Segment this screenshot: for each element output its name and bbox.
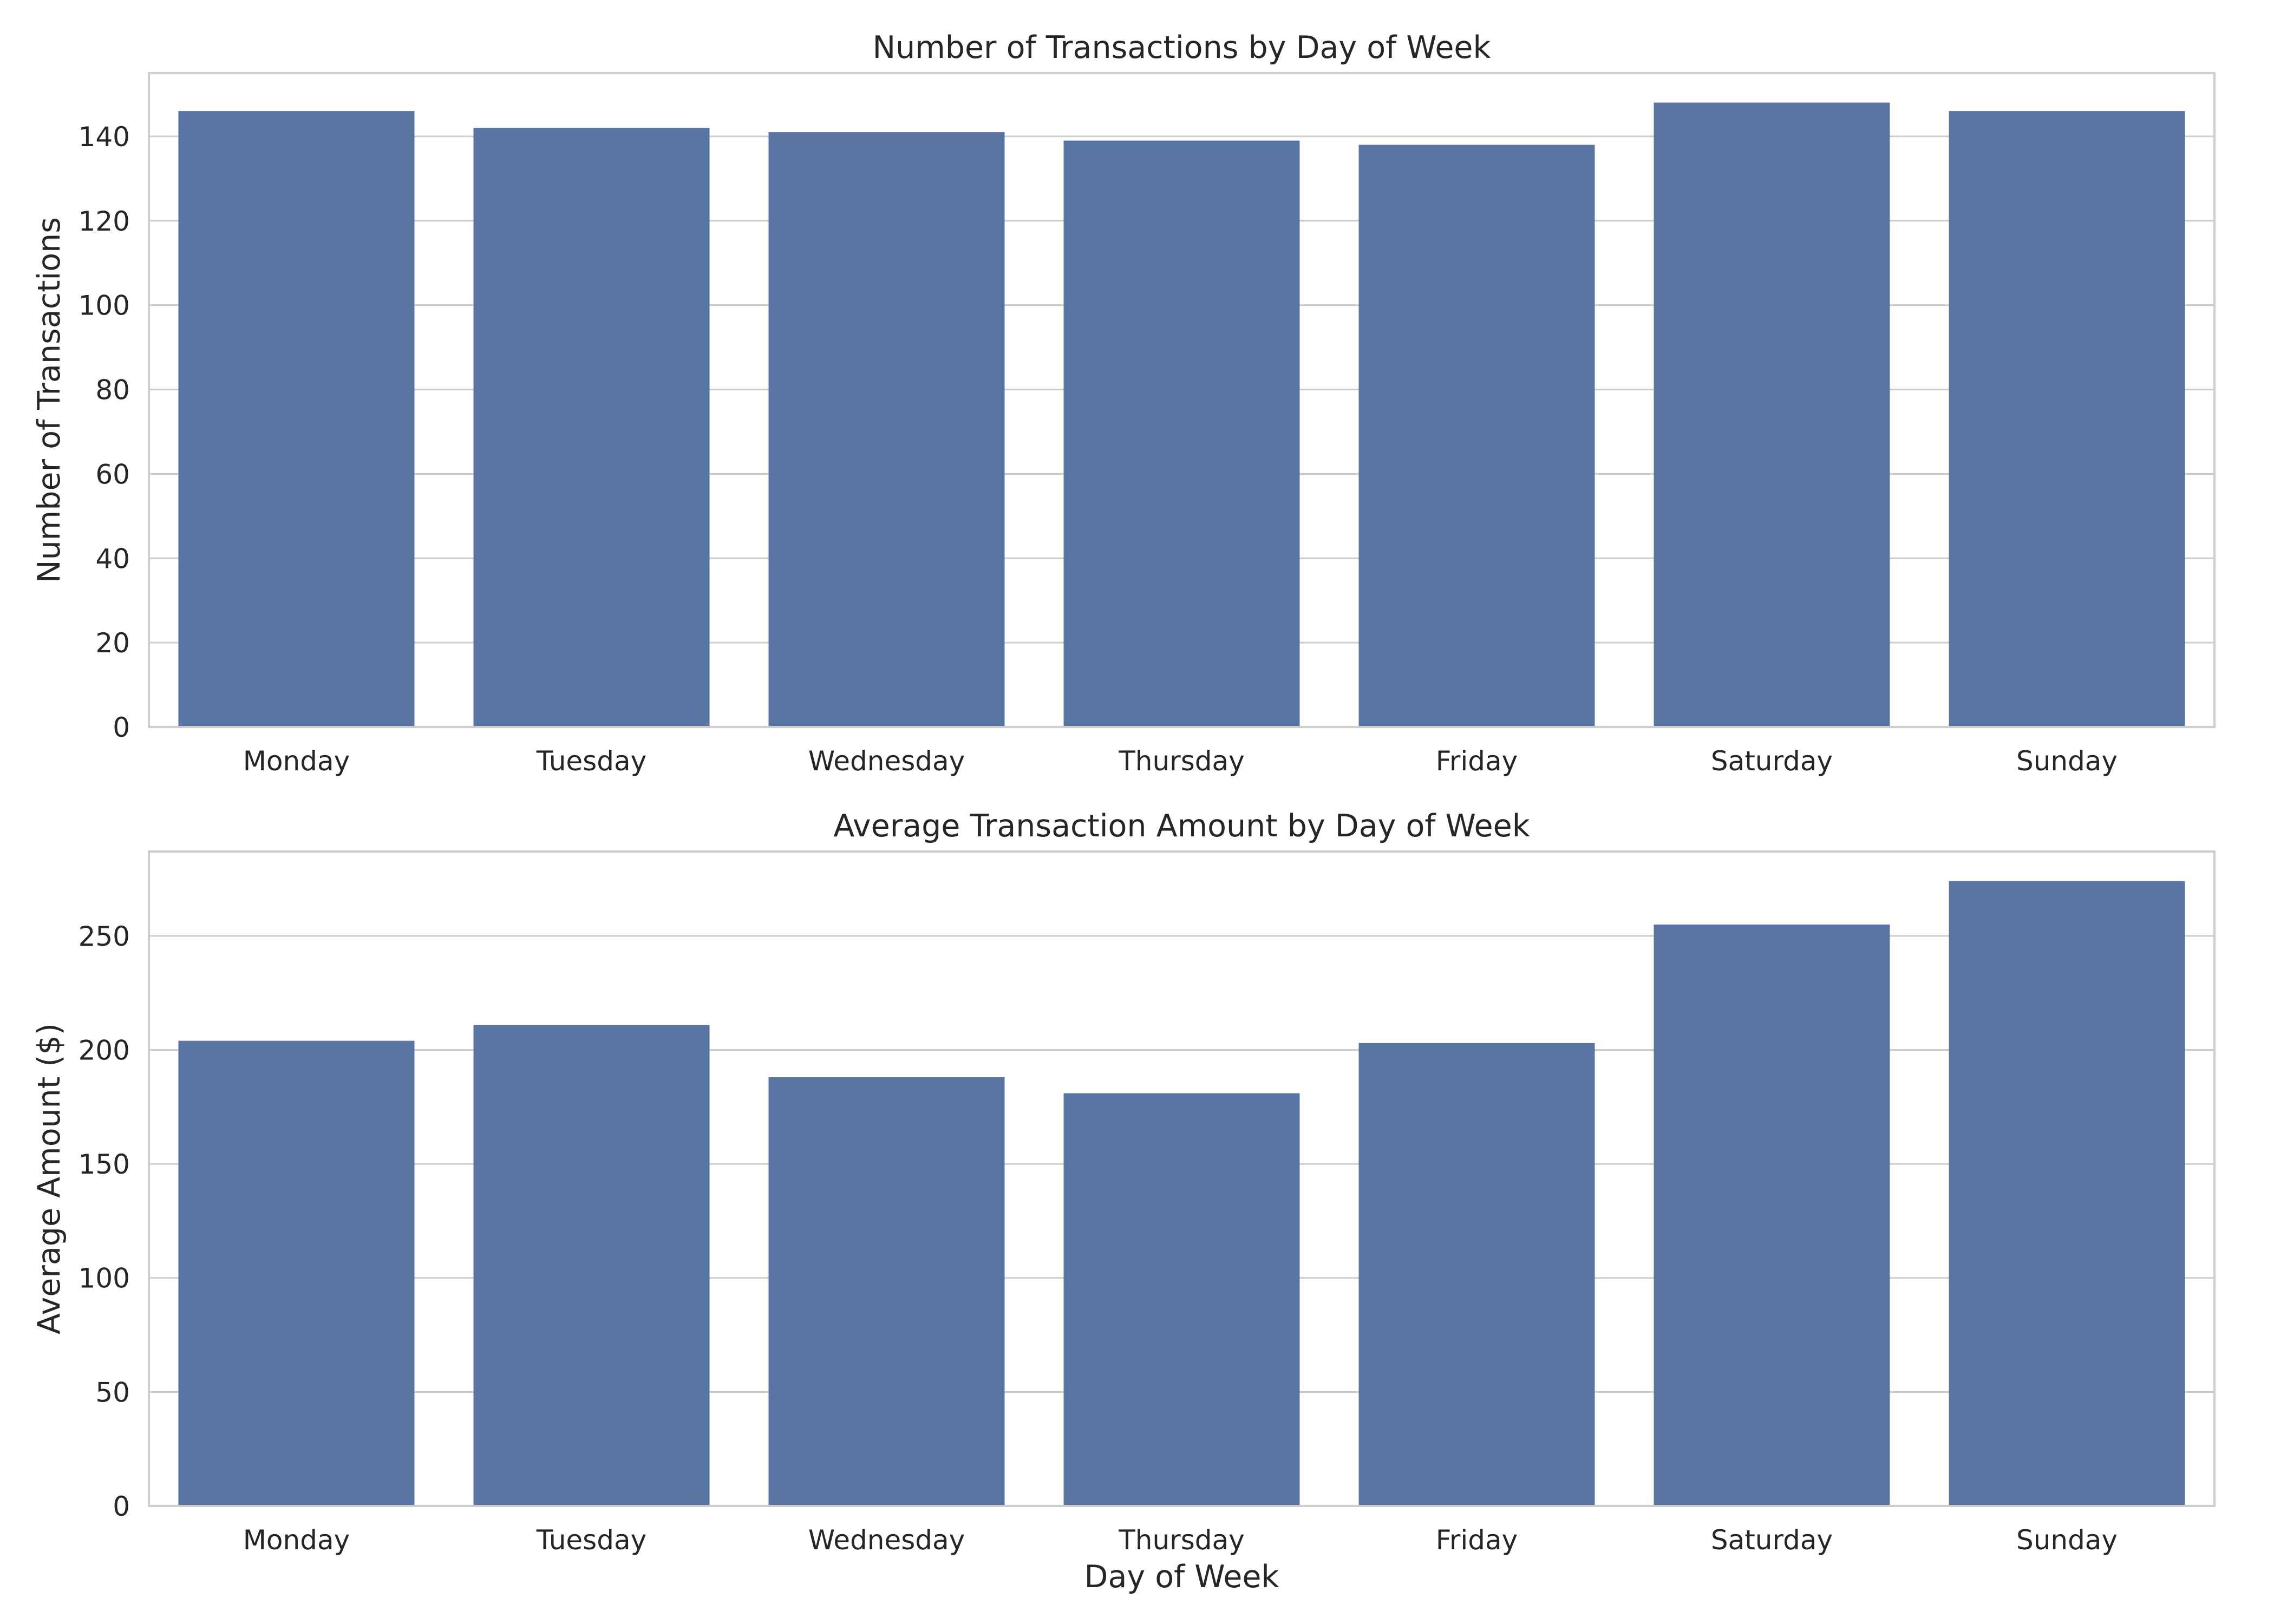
amount-y-ticks: 0 50 100 150 200 250 [79,921,130,1522]
amount-y-tick-label: 250 [79,921,130,952]
amount-x-tick-label-friday: Friday [1436,1524,1518,1556]
count-y-tick-label: 140 [79,121,130,153]
amount-x-ticks: Monday Tuesday Wednesday Thursday Friday Satu… [243,1524,2118,1556]
amount-bar-saturday [1654,924,1890,1506]
count-x-tick-label-friday: Friday [1436,745,1518,777]
count-chart-title: Number of Transactions by Day of Week [873,30,1491,66]
amount-y-tick-label: 50 [95,1377,130,1408]
count-y-tick-label: 100 [79,290,130,322]
amount-y-tick-label: 200 [79,1034,130,1066]
count-y-tick-label: 40 [95,543,130,574]
count-x-tick-label-tuesday: Tuesday [536,745,646,777]
count-x-tick-label-thursday: Thursday [1118,745,1245,777]
amount-bar-sunday [1949,881,2185,1506]
amount-x-axis-label: Day of Week [1084,1559,1279,1595]
count-bar-saturday [1654,102,1890,728]
amount-y-tick-label: 100 [79,1263,130,1294]
amount-x-tick-label-sunday: Sunday [2016,1524,2118,1556]
count-y-tick-label: 80 [95,375,130,406]
amount-y-axis-label: Average Amount ($) [31,1023,67,1334]
count-bar-sunday [1949,111,2185,727]
count-bar-monday [178,111,415,727]
count-y-axis-label: Number of Transactions [31,217,67,583]
amount-x-tick-label-thursday: Thursday [1118,1524,1245,1556]
average-amount-panel: 0 50 100 150 200 250 Monday Tuesday Wednesday Th… [31,808,2216,1595]
transactions-count-panel: 0 20 40 60 80 100 120 140 Monday Tuesday Wednesda… [31,30,2216,777]
count-bars [178,102,2185,728]
count-x-tick-label-wednesday: Wednesday [808,745,965,777]
amount-bar-monday [178,1040,415,1506]
amount-bars [178,881,2185,1506]
count-x-ticks: Monday Tuesday Wednesday Thursday Friday Satu… [243,745,2118,777]
amount-x-tick-label-tuesday: Tuesday [536,1524,646,1556]
count-y-tick-label: 60 [95,459,130,490]
amount-bar-friday [1358,1043,1595,1506]
count-x-tick-label-monday: Monday [243,745,350,777]
count-x-tick-label-saturday: Saturday [1711,745,1833,777]
count-x-tick-label-sunday: Sunday [2016,745,2118,777]
amount-plot-frame [148,850,2216,1507]
amount-bar-thursday [1063,1093,1300,1506]
count-y-tick-label: 120 [79,206,130,237]
amount-chart-title: Average Transaction Amount by Day of Wee… [833,808,1530,844]
count-bar-tuesday [473,128,710,727]
amount-bar-tuesday [473,1025,710,1506]
count-bar-wednesday [768,132,1005,728]
count-bar-friday [1358,145,1595,727]
amount-bar-wednesday [768,1077,1005,1506]
amount-y-tick-label: 0 [113,1491,130,1522]
count-y-tick-label: 0 [113,712,130,743]
count-plot-frame [148,72,2216,728]
amount-x-tick-label-saturday: Saturday [1711,1524,1833,1556]
amount-x-tick-label-monday: Monday [243,1524,350,1556]
count-y-tick-label: 20 [95,627,130,659]
amount-y-tick-label: 150 [79,1149,130,1180]
count-bar-thursday [1063,140,1300,727]
count-y-ticks: 0 20 40 60 80 100 120 140 [79,121,130,743]
amount-x-tick-label-wednesday: Wednesday [808,1524,965,1556]
